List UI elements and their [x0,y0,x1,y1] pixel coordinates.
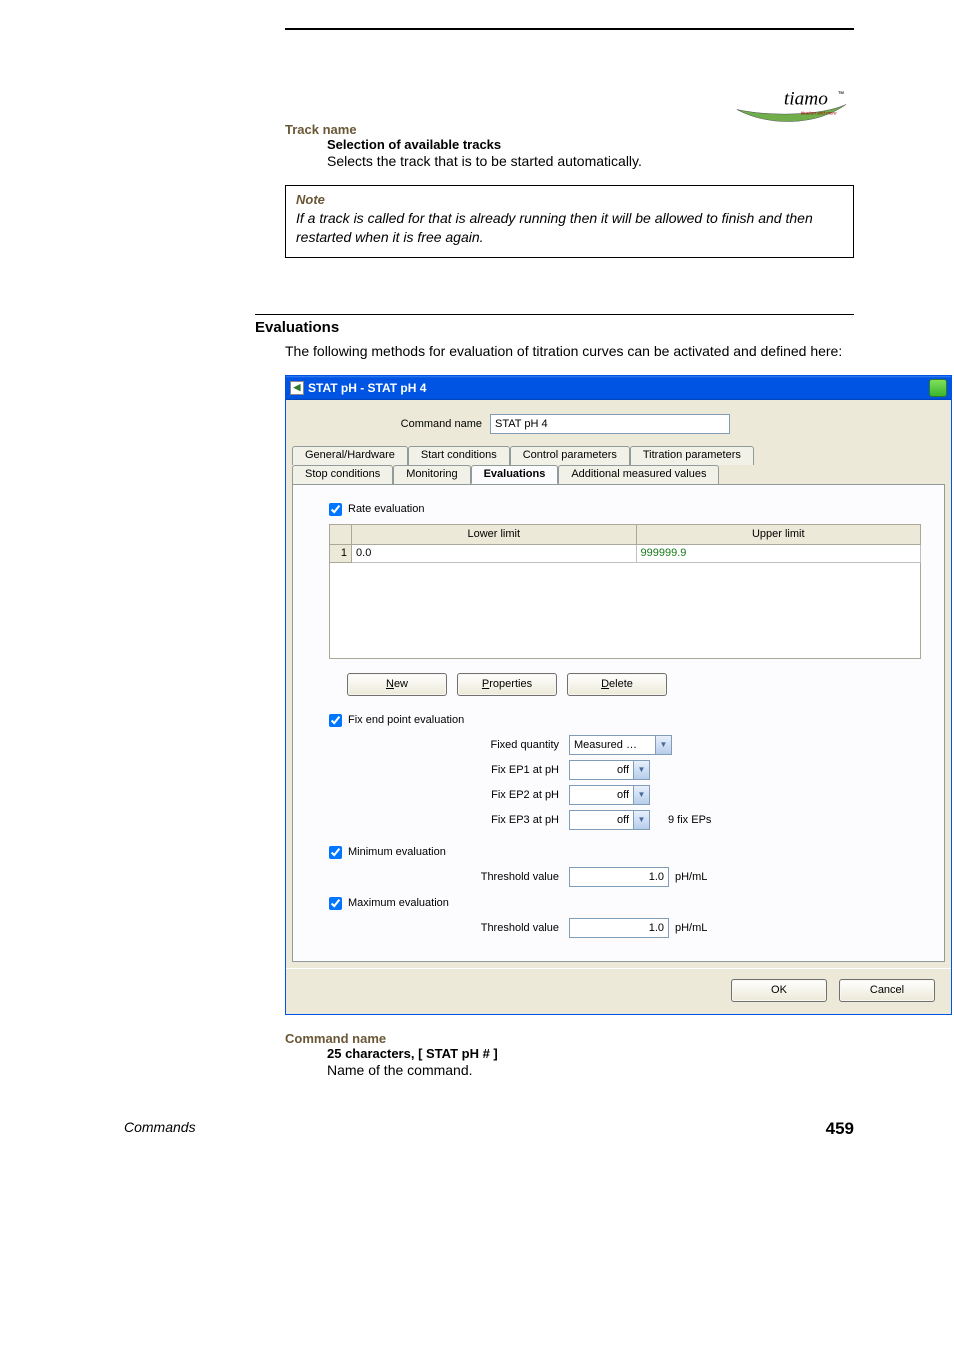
command-name-constraint: 25 characters, [ STAT pH # ] [327,1046,854,1061]
rate-evaluation-label: Rate evaluation [348,503,424,515]
min-threshold-input[interactable] [569,867,669,887]
page-number: 459 [826,1119,854,1139]
fix-endpoint-checkbox[interactable] [329,714,342,727]
tab-stop-conditions[interactable]: Stop conditions [292,465,393,484]
fix-endpoint-label: Fix end point evaluation [348,714,464,726]
ok-button[interactable]: OK [731,979,827,1002]
section-heading: Evaluations [255,319,854,336]
note-box: Note If a track is called for that is al… [285,185,854,258]
command-name-heading: Command name [285,1031,854,1046]
dialog-title: STAT pH - STAT pH 4 [308,381,426,395]
dialog-titlebar[interactable]: ◀ STAT pH - STAT pH 4 [286,376,951,400]
upper-limit-cell[interactable]: 999999.9 [636,544,921,562]
section-intro: The following methods for evaluation of … [285,342,854,361]
svg-text:tiamo: tiamo [784,88,828,109]
rate-evaluation-checkbox[interactable] [329,503,342,516]
lower-limit-cell[interactable]: 0.0 [352,544,636,562]
fix-ep2-label: Fix EP2 at pH [329,789,569,801]
maximum-evaluation-label: Maximum evaluation [348,897,449,909]
new-button[interactable]: New [347,673,447,696]
col-upper-limit[interactable]: Upper limit [636,524,921,544]
section-rule [255,314,854,315]
selection-description: Selects the track that is to be started … [327,152,854,171]
fixed-quantity-label: Fixed quantity [329,739,569,751]
tab-additional-measured-values[interactable]: Additional measured values [558,465,719,484]
selection-label: Selection of available tracks [327,137,854,152]
product-logo: tiamo ™ titration and more [734,86,854,131]
fix-ep3-label: Fix EP3 at pH [329,814,569,826]
fix-ep3-select[interactable]: ▼ [569,810,650,830]
fix-ep1-label: Fix EP1 at pH [329,764,569,776]
min-threshold-unit: pH/mL [675,871,707,883]
delete-button[interactable]: Delete [567,673,667,696]
command-name-input[interactable] [490,414,730,434]
command-name-description: Name of the command. [327,1061,854,1080]
tab-control-parameters[interactable]: Control parameters [510,446,630,465]
row-header-blank [330,524,352,544]
footer-section: Commands [124,1119,196,1139]
row-number: 1 [330,544,352,562]
min-threshold-label: Threshold value [329,871,569,883]
app-icon: ◀ [290,381,304,395]
table-empty-area [329,563,921,659]
svg-text:titration and more: titration and more [801,111,837,116]
properties-button[interactable]: Properties [457,673,557,696]
chevron-down-icon[interactable]: ▼ [655,735,672,755]
nine-fix-eps-link[interactable]: 9 fix EPs [668,814,711,826]
max-threshold-label: Threshold value [329,922,569,934]
help-button-icon[interactable] [929,379,947,397]
chevron-down-icon[interactable]: ▼ [633,810,650,830]
tab-evaluations[interactable]: Evaluations [471,465,559,484]
tab-start-conditions[interactable]: Start conditions [408,446,510,465]
minimum-evaluation-label: Minimum evaluation [348,846,446,858]
command-name-label: Command name [292,418,482,430]
rate-windows-table: Lower limit Upper limit 1 0.0 999999.9 [329,524,921,563]
fix-ep1-select[interactable]: ▼ [569,760,650,780]
chevron-down-icon[interactable]: ▼ [633,785,650,805]
chevron-down-icon[interactable]: ▼ [633,760,650,780]
evaluations-dialog: ◀ STAT pH - STAT pH 4 Command name Gener… [285,375,952,1015]
tab-titration-parameters[interactable]: Titration parameters [630,446,754,465]
fixed-quantity-select[interactable]: ▼ [569,735,672,755]
fixed-quantity-value[interactable] [569,735,655,755]
cancel-button[interactable]: Cancel [839,979,935,1002]
tab-monitoring[interactable]: Monitoring [393,465,470,484]
max-threshold-input[interactable] [569,918,669,938]
table-row[interactable]: 1 0.0 999999.9 [330,544,921,562]
note-body: If a track is called for that is already… [296,209,843,247]
note-title: Note [296,192,843,207]
max-threshold-unit: pH/mL [675,922,707,934]
maximum-evaluation-checkbox[interactable] [329,897,342,910]
fix-ep2-select[interactable]: ▼ [569,785,650,805]
tab-general-hardware[interactable]: General/Hardware [292,446,408,465]
minimum-evaluation-checkbox[interactable] [329,846,342,859]
col-lower-limit[interactable]: Lower limit [352,524,636,544]
tab-panel-evaluations: Rate evaluation Lower limit Upper limit … [292,484,945,962]
svg-text:™: ™ [838,91,845,98]
